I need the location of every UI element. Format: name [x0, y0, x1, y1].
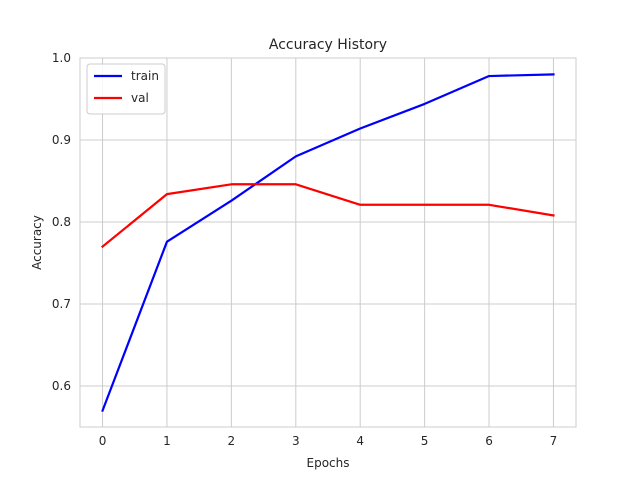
- x-tick-label: 7: [550, 434, 558, 448]
- plot-frame: [79, 57, 577, 428]
- series-line-val: [101, 183, 555, 249]
- x-tick-label: 3: [292, 434, 300, 448]
- legend-label-val: val: [131, 91, 149, 105]
- x-tick-label: 2: [228, 434, 236, 448]
- series-layer: [101, 73, 555, 413]
- legend: train val: [86, 63, 166, 115]
- x-axis-label: Epochs: [307, 456, 350, 470]
- x-tick-label: 1: [163, 434, 171, 448]
- y-tick-label: 0.8: [52, 215, 71, 229]
- y-tick-label: 1.0: [52, 51, 71, 65]
- x-tick-label: 5: [421, 434, 429, 448]
- x-tick-label: 4: [356, 434, 364, 448]
- chart-title: Accuracy History: [269, 37, 387, 53]
- y-tick-label: 0.7: [52, 297, 71, 311]
- legend-label-train: train: [131, 69, 159, 83]
- y-tick-label: 0.9: [52, 133, 71, 147]
- x-tick-label: 6: [485, 434, 493, 448]
- x-tick-label: 0: [99, 434, 107, 448]
- series-line-train: [101, 73, 555, 413]
- y-tick-label: 0.6: [52, 379, 71, 393]
- y-axis-label: Accuracy: [30, 215, 44, 270]
- tick-labels: 0 1 2 3 4 5 6 7 0.6 0.7 0.8 0.9 1.0: [52, 51, 557, 448]
